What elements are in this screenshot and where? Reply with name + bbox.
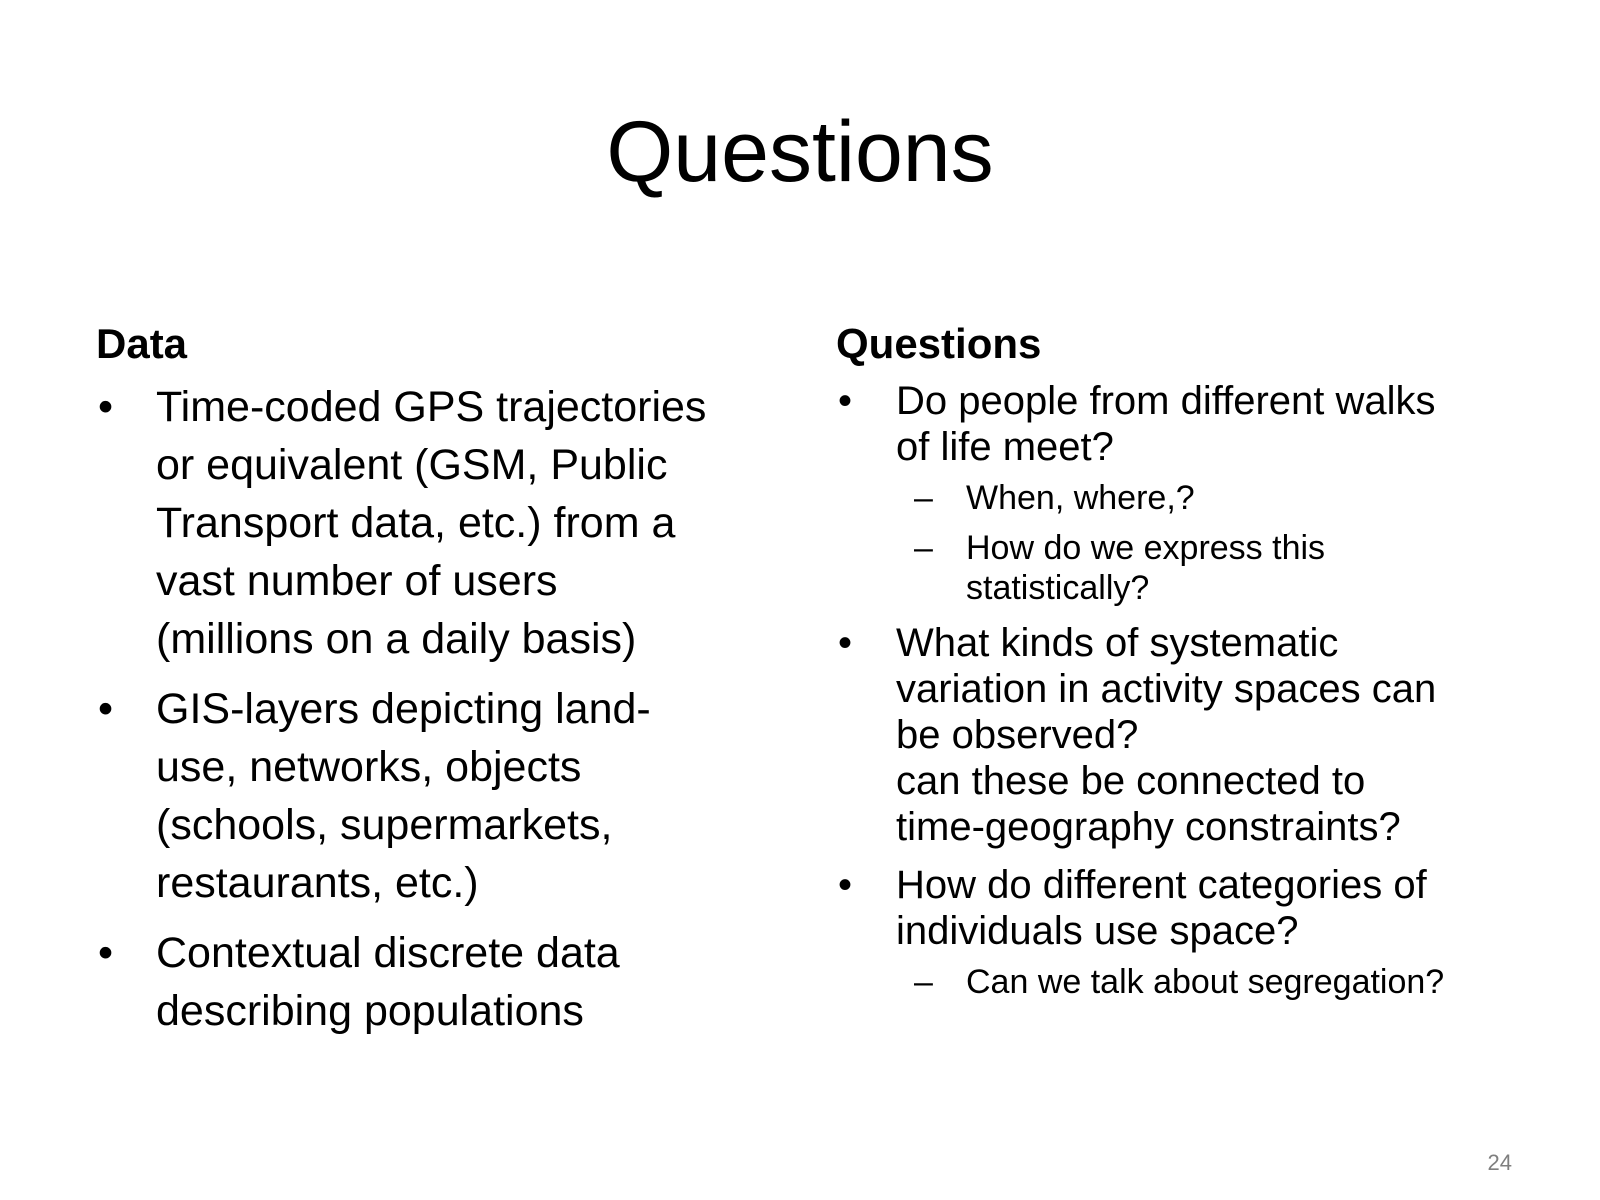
dash-icon: –: [914, 529, 933, 567]
list-item: • Do people from different walks of life…: [836, 378, 1536, 608]
questions-list: • Do people from different walks of life…: [836, 378, 1536, 1002]
questions-heading: Questions: [836, 320, 1042, 367]
questions-column: Questions • Do people from different wal…: [836, 318, 1536, 1014]
list-item-text: Contextual discrete data describing popu…: [156, 929, 620, 1035]
list-item-text: Time-coded GPS trajectories or equivalen…: [156, 383, 707, 663]
list-item: • How do different categories of individ…: [836, 862, 1536, 1002]
list-item: • Contextual discrete data describing po…: [96, 924, 786, 1040]
list-item-text: How do different categories of individua…: [896, 863, 1427, 953]
dash-icon: –: [914, 479, 933, 517]
sub-list-item: – How do we express this statistically?: [896, 528, 1536, 608]
list-item: • What kinds of systematic variation in …: [836, 620, 1536, 850]
bullet-icon: •: [838, 621, 853, 665]
sub-list-item: – When, where,?: [896, 478, 1536, 518]
list-item-text: Do people from different walks of life m…: [896, 379, 1436, 469]
sub-list-item: – Can we talk about segregation?: [896, 962, 1536, 1002]
bullet-icon: •: [98, 383, 114, 431]
data-list: • Time-coded GPS trajectories or equival…: [96, 378, 786, 1040]
bullet-icon: •: [98, 685, 114, 733]
list-item-text: GIS-layers depicting land- use, networks…: [156, 685, 651, 907]
sub-list-item-text: How do we express this statistically?: [966, 529, 1326, 607]
sub-list: – When, where,? – How do we express this…: [896, 478, 1536, 608]
bullet-icon: •: [838, 379, 853, 423]
dash-icon: –: [914, 963, 933, 1001]
bullet-icon: •: [98, 929, 114, 977]
slide-title: Questions: [606, 104, 994, 200]
list-item: • GIS-layers depicting land- use, networ…: [96, 680, 786, 912]
sub-list-item-text: When, where,?: [966, 479, 1195, 517]
bullet-icon: •: [838, 863, 853, 907]
page-number: 24: [1487, 1150, 1512, 1175]
sub-list-item-text: Can we talk about segregation?: [966, 963, 1445, 1001]
list-item-text: What kinds of systematic variation in ac…: [896, 621, 1437, 849]
list-item: • Time-coded GPS trajectories or equival…: [96, 378, 786, 668]
sub-list: – Can we talk about segregation?: [896, 962, 1536, 1002]
data-heading: Data: [96, 320, 188, 367]
data-column: Data • Time-coded GPS trajectories or eq…: [96, 318, 786, 1052]
